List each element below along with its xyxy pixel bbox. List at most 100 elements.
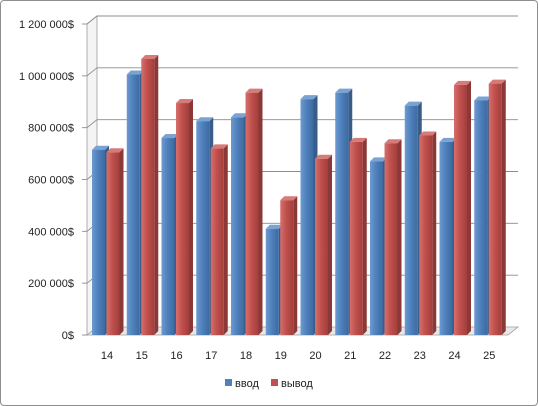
- bar-front: [106, 152, 120, 335]
- bar-front: [474, 100, 488, 336]
- x-tick-label: 23: [414, 350, 426, 362]
- x-tick-label: 16: [170, 350, 182, 362]
- bar-front: [419, 135, 433, 335]
- gridline: [86, 15, 518, 25]
- bar-vyvod-16: [176, 99, 193, 335]
- bar-side: [223, 144, 228, 335]
- legend-swatch-vyvod: [271, 379, 278, 386]
- bar-vvod-24: [439, 137, 457, 335]
- bar-vvod-19: [265, 224, 283, 335]
- bar-top: [315, 154, 332, 159]
- bar-side: [119, 148, 124, 335]
- bar-side: [362, 137, 367, 335]
- bar-front: [231, 117, 244, 335]
- bar-side: [328, 154, 332, 335]
- bar-front: [161, 138, 175, 335]
- bar-top: [231, 113, 248, 118]
- bar-front: [454, 84, 467, 335]
- bar-vvod-17: [196, 117, 214, 335]
- gridline: [86, 119, 518, 129]
- bar-top: [488, 79, 506, 84]
- y-tick-label: 1 000 000$: [19, 71, 74, 83]
- bar-front: [439, 141, 453, 335]
- bar-vyvod-14: [106, 148, 124, 335]
- bar-vvod-21: [335, 88, 353, 335]
- bar-vyvod-18: [245, 88, 263, 335]
- bar-side: [154, 54, 159, 336]
- bar-front: [280, 200, 294, 335]
- bar-side: [189, 99, 193, 335]
- bar-top: [404, 101, 422, 106]
- bar-top: [106, 148, 124, 153]
- bar-top: [196, 117, 214, 122]
- bar-front: [315, 158, 328, 335]
- bar-top: [161, 134, 179, 139]
- x-tick-label: 25: [483, 350, 495, 362]
- bar-vvod-14: [92, 145, 109, 335]
- bar-front: [300, 99, 314, 336]
- bar-side: [397, 139, 402, 335]
- bar-vyvod-22: [384, 139, 402, 335]
- bar-vyvod-17: [210, 144, 228, 335]
- bar-top: [474, 96, 492, 101]
- bar-front: [488, 83, 502, 335]
- bar-vyvod-23: [419, 131, 437, 335]
- bar-top: [141, 54, 159, 59]
- y-tick-label: 200 000$: [28, 278, 74, 290]
- bar-vvod-25: [474, 96, 492, 336]
- bar-front: [245, 92, 259, 335]
- bar-vyvod-25: [488, 79, 506, 335]
- bar-vvod-18: [231, 113, 248, 335]
- bar-front: [384, 143, 398, 335]
- legend-swatch-vvod: [225, 379, 232, 386]
- bar-front: [404, 105, 418, 335]
- bar-front: [335, 92, 349, 335]
- bar-vvod-15: [126, 70, 144, 335]
- legend-label-vyvod: вывод: [281, 378, 313, 390]
- bar-vvod-23: [404, 101, 422, 335]
- bar-side: [258, 88, 263, 335]
- bar-front: [92, 149, 105, 335]
- bar-top: [454, 80, 471, 85]
- x-tick-label: 19: [275, 350, 287, 362]
- bar-vyvod-15: [141, 54, 159, 336]
- bar-front: [265, 228, 279, 335]
- bar-top: [210, 144, 228, 149]
- bar-top: [92, 145, 109, 150]
- bar-front: [370, 161, 383, 335]
- y-tick-label: 400 000$: [28, 226, 74, 238]
- bar-vvod-20: [300, 95, 318, 336]
- bar-vyvod-20: [315, 154, 332, 335]
- bar-top: [349, 137, 367, 142]
- bar-top: [419, 131, 437, 136]
- y-tick-label: 600 000$: [28, 175, 74, 187]
- bar-front: [126, 74, 140, 335]
- bar-side: [432, 131, 437, 335]
- bar-top: [335, 88, 353, 93]
- bar-front: [349, 141, 363, 335]
- x-tick-label: 14: [101, 350, 113, 362]
- bar-vyvod-24: [454, 80, 471, 335]
- x-tick-label: 22: [379, 350, 391, 362]
- bar-vyvod-21: [349, 137, 367, 335]
- y-tick-label: 1 200 000$: [19, 19, 74, 31]
- bar-front: [210, 148, 224, 335]
- legend-label-vvod: ввод: [235, 378, 259, 390]
- y-tick-label: 800 000$: [28, 123, 74, 135]
- bar-front: [196, 121, 210, 335]
- bar-side: [293, 196, 298, 335]
- bar-front: [176, 103, 189, 335]
- bar-vvod-16: [161, 134, 179, 335]
- gridline: [86, 67, 518, 77]
- x-tick-label: 21: [344, 350, 356, 362]
- bar-vvod-22: [370, 157, 387, 335]
- bar-top: [265, 224, 283, 229]
- x-tick-label: 18: [240, 350, 252, 362]
- x-tick-label: 15: [136, 350, 148, 362]
- x-tick-label: 24: [448, 350, 460, 362]
- bars: [92, 54, 506, 336]
- bar-vyvod-19: [280, 196, 298, 335]
- bar-top: [280, 196, 298, 201]
- bar-top: [384, 139, 402, 144]
